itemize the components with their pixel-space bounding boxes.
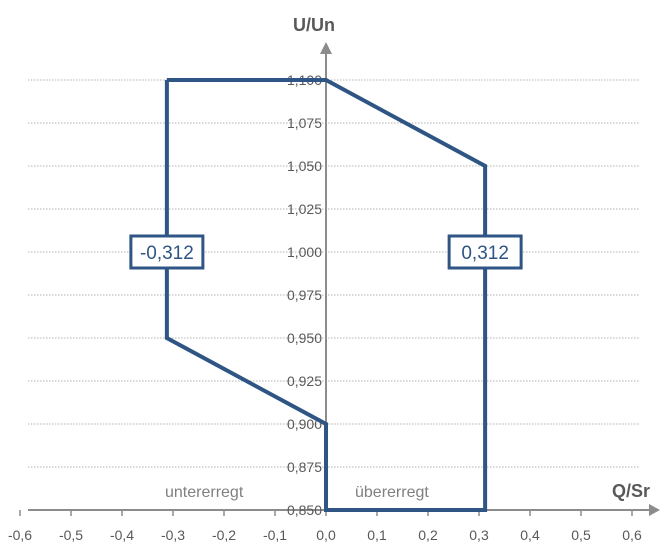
y-axis-arrow-icon bbox=[320, 42, 332, 54]
y-tick-label: 0,850 bbox=[287, 502, 322, 518]
gridlines bbox=[28, 79, 640, 468]
region-label-uebererregt: übererregt bbox=[355, 484, 429, 501]
x-axis-arrow-icon bbox=[649, 504, 660, 516]
series-line bbox=[164, 78, 488, 512]
callout-label: -0,312 bbox=[140, 243, 194, 264]
y-tick-label: 0,975 bbox=[287, 287, 322, 303]
y-tick-labels: 0,850 0,875 0,900 0,925 0,950 0,975 1,000 1,025… bbox=[287, 72, 322, 518]
x-tick-label: 0,6 bbox=[622, 527, 642, 543]
series-layer bbox=[164, 78, 488, 512]
y-tick-label: 1,075 bbox=[287, 115, 322, 131]
x-tick-label: 0,1 bbox=[367, 527, 387, 543]
y-tick-label: 1,025 bbox=[287, 201, 322, 217]
axes bbox=[19, 42, 660, 516]
x-tick-label: -0,3 bbox=[161, 527, 185, 543]
x-tick-label: -0,6 bbox=[8, 527, 32, 543]
x-tick-label: 0,0 bbox=[316, 527, 336, 543]
x-axis-title: Q/Sr bbox=[612, 481, 650, 501]
x-tick-label: -0,5 bbox=[59, 527, 83, 543]
y-tick-label: 0,950 bbox=[287, 330, 322, 346]
x-tick-label: -0,2 bbox=[212, 527, 236, 543]
y-tick-label: 1,000 bbox=[287, 244, 322, 260]
x-tick-label: 0,5 bbox=[571, 527, 591, 543]
y-axis-title: U/Un bbox=[293, 15, 335, 35]
region-label-untererregt: untererregt bbox=[165, 484, 244, 501]
x-tick-label: 0,3 bbox=[469, 527, 489, 543]
y-tick-label: 0,925 bbox=[287, 373, 322, 389]
x-tick-label: -0,1 bbox=[263, 527, 287, 543]
y-tick-label: 0,900 bbox=[287, 416, 322, 432]
callout-box bbox=[129, 234, 205, 270]
x-tick-labels: -0,6 -0,5 -0,4 -0,3 -0,2 -0,1 0,0 0,1 0,2 0,3 0,4 0… bbox=[8, 527, 642, 543]
y-tick-label: 1,050 bbox=[287, 158, 322, 174]
callout-label: 0,312 bbox=[461, 243, 509, 264]
x-tick-label: -0,4 bbox=[110, 527, 134, 543]
y-tick-label: 0,875 bbox=[287, 459, 322, 475]
callouts: -0,312 0,312 bbox=[129, 234, 523, 270]
callout-box bbox=[447, 234, 523, 270]
x-tick-label: 0,2 bbox=[418, 527, 438, 543]
x-tick-label: 0,4 bbox=[520, 527, 540, 543]
